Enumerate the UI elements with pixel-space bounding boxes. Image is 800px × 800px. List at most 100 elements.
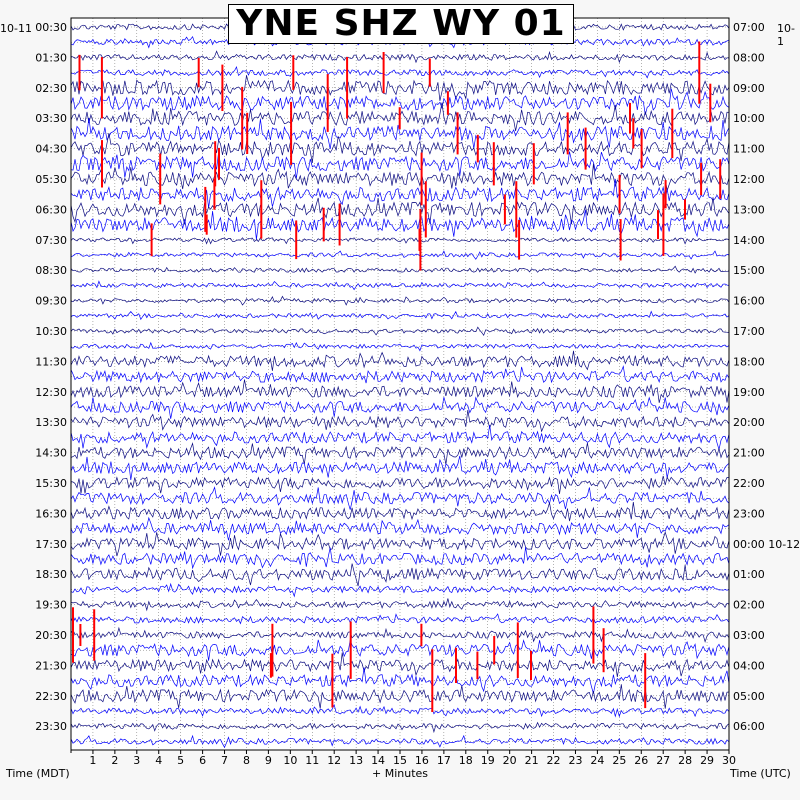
left-time-label: 13:30 <box>35 416 67 429</box>
x-tick-label: 11 <box>305 754 319 767</box>
seismic-trace-line <box>70 250 730 260</box>
right-date-label: 10-1 <box>777 22 795 48</box>
right-time-label: 07:00 <box>733 21 765 34</box>
seismic-trace-line <box>70 613 730 625</box>
right-time-label: 10:00 <box>733 112 765 125</box>
x-tick-label: 12 <box>327 754 341 767</box>
x-tick-label: 28 <box>678 754 692 767</box>
x-tick-label: 17 <box>437 754 451 767</box>
right-time-label: 13:00 <box>733 203 765 216</box>
left-time-label: 03:30 <box>35 112 67 125</box>
seismic-trace-line <box>70 442 730 465</box>
seismic-trace-line <box>70 151 730 179</box>
seismic-trace-line <box>70 667 730 694</box>
seismic-trace-line <box>70 684 730 709</box>
left-time-label: 09:30 <box>35 295 67 308</box>
x-tick-label: 5 <box>177 754 184 767</box>
x-tick-label: 8 <box>243 754 250 767</box>
x-tick-label: 23 <box>568 754 582 767</box>
x-tick-label: 7 <box>221 754 228 767</box>
seismic-trace-line <box>70 350 730 371</box>
x-tick-label: 30 <box>722 754 736 767</box>
seismic-trace-line <box>70 486 730 510</box>
seismic-trace-line <box>70 341 730 352</box>
seismic-trace-line <box>70 310 730 321</box>
seismic-trace-line <box>70 197 730 225</box>
right-time-label: 16:00 <box>733 295 765 308</box>
right-time-label: 15:00 <box>733 264 765 277</box>
left-time-label: 17:30 <box>35 538 67 551</box>
x-tick-label: 2 <box>111 754 118 767</box>
seismic-trace-line <box>70 531 730 557</box>
seismic-trace-line <box>70 379 730 403</box>
right-time-label: 06:00 <box>733 720 765 733</box>
seismic-trace-line <box>70 598 730 612</box>
left-time-label: 22:30 <box>35 690 67 703</box>
seismic-trace-line <box>70 295 730 306</box>
seismic-trace-line <box>70 117 730 150</box>
left-time-label: 06:30 <box>35 203 67 216</box>
right-time-label: 14:00 <box>733 234 765 247</box>
seismic-trace-line <box>70 280 730 291</box>
left-time-label: 20:30 <box>35 629 67 642</box>
x-tick-label: 10 <box>283 754 297 767</box>
x-tick-label: 29 <box>700 754 714 767</box>
left-time-label: 08:30 <box>35 264 67 277</box>
seismic-trace-line <box>70 734 730 749</box>
seismic-trace-line <box>70 502 730 522</box>
x-tick-label: 26 <box>634 754 648 767</box>
left-time-labels: 00:30 01:30 02:30 03:30 04:30 05:30 06:30 07:30… <box>35 21 67 733</box>
seismic-trace-line <box>70 425 730 450</box>
left-time-label: 10:30 <box>35 325 67 338</box>
left-time-label: 04:30 <box>35 143 67 156</box>
seismic-trace-line <box>70 396 730 419</box>
left-time-label: 14:30 <box>35 447 67 460</box>
right-time-label: 08:00 <box>733 51 765 64</box>
left-time-label: 02:30 <box>35 82 67 95</box>
left-time-label: 07:30 <box>35 234 67 247</box>
x-tick-label: 3 <box>133 754 140 767</box>
right-time-label: 09:00 <box>733 82 765 95</box>
left-time-label: 12:30 <box>35 386 67 399</box>
seismic-trace-line <box>70 75 730 101</box>
seismic-trace-line <box>70 410 730 433</box>
seismic-trace-line <box>70 516 730 541</box>
seismic-trace-line <box>70 455 730 480</box>
x-axis-caption: + Minutes <box>372 767 429 780</box>
seismic-trace-line <box>70 626 730 643</box>
right-time-label: 18:00 <box>733 355 765 368</box>
right-time-label: 22:00 <box>733 477 765 490</box>
right-time-label: 01:00 <box>733 568 765 581</box>
x-tick-label: 27 <box>656 754 670 767</box>
right-time-label: 02:00 <box>733 599 765 612</box>
left-time-label: 19:30 <box>35 599 67 612</box>
x-tick-label: 9 <box>265 754 272 767</box>
seismic-trace-line <box>70 66 730 79</box>
chart-title: YNE SHZ WY 01 <box>236 3 566 44</box>
x-tick-label: 18 <box>459 754 473 767</box>
x-tick-label: 15 <box>393 754 407 767</box>
x-tick-label: 22 <box>547 754 561 767</box>
right-time-label: 23:00 <box>733 507 765 520</box>
seismic-trace-line <box>70 88 730 115</box>
seismic-trace-line <box>70 209 730 240</box>
x-tick-label: 21 <box>525 754 539 767</box>
seismic-trace-line <box>70 638 730 661</box>
right-time-label: 12:00 <box>733 173 765 186</box>
right-axis-caption: Time (UTC) <box>730 767 791 780</box>
seismic-trace-line <box>70 133 730 163</box>
seismic-trace-line <box>70 652 730 678</box>
seismic-trace-line <box>70 475 730 494</box>
right-time-label: 17:00 <box>733 325 765 338</box>
seismic-trace-line <box>70 265 730 274</box>
x-tick-label: 20 <box>503 754 517 767</box>
right-time-label: 20:00 <box>733 416 765 429</box>
x-tick-label: 6 <box>199 754 206 767</box>
x-tick-label: 4 <box>155 754 162 767</box>
left-time-label: 21:30 <box>35 659 67 672</box>
right-time-label: 05:00 <box>733 690 765 703</box>
left-time-label: 18:30 <box>35 568 67 581</box>
x-tick-label: 13 <box>349 754 363 767</box>
x-tick-label: 1 <box>89 754 96 767</box>
left-time-label: 01:30 <box>35 51 67 64</box>
